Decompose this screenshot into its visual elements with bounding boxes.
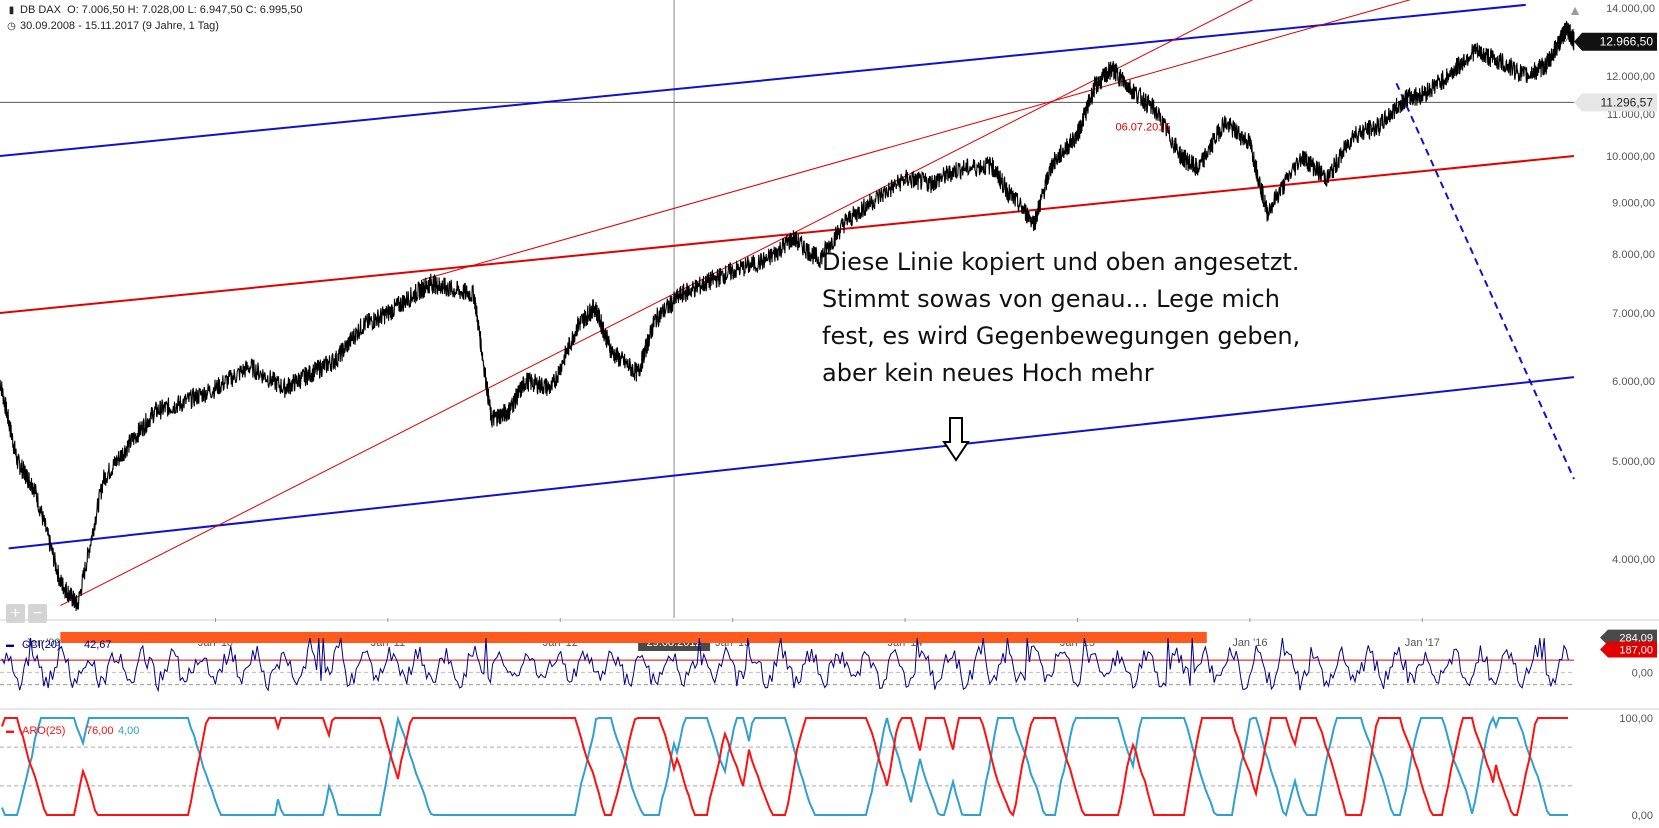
symbol-name: DB DAX [20, 4, 61, 16]
trendlines[interactable] [0, 0, 1575, 607]
price-label: 12.966,50 [1574, 32, 1657, 51]
zoom-out-button[interactable]: − [28, 604, 47, 623]
trendline-red [422, 0, 1412, 281]
cci-line [1, 637, 1569, 693]
price-series [0, 20, 1575, 611]
price-label-text: 12.966,50 [1600, 35, 1654, 49]
y-tick-label: 4.000,00 [1612, 554, 1655, 566]
cci-highlight-band [60, 632, 1207, 643]
y-tick-label: 9.000,00 [1612, 197, 1655, 209]
aroon-legend-name: ARO(25) [22, 725, 65, 737]
aroon-legend-up: 76,00 [86, 725, 114, 737]
aroon-legend-down: 4,00 [118, 725, 139, 737]
x-tick-label: Jan '09 [26, 637, 61, 649]
bar-chart-icon: ▮ [8, 5, 15, 16]
cci-value-label: 187,00 [1600, 641, 1657, 658]
y-tick-label: 6.000,00 [1612, 376, 1655, 388]
aroon-tick-label: 100,00 [1619, 713, 1653, 725]
trendline-red [60, 0, 1254, 607]
y-tick-label: 14.000,00 [1606, 3, 1655, 15]
aroon-up-line [1, 717, 1568, 818]
y-tick-label: 5.000,00 [1612, 456, 1655, 468]
price-line [0, 20, 1575, 611]
y-tick-label: 7.000,00 [1612, 308, 1655, 320]
chart-header: ▮ DB DAX O: 7.006,50 H: 7.028,00 L: 6.947… [6, 4, 303, 16]
price-label-text: 11.296,57 [1601, 95, 1654, 109]
trendline-red [0, 155, 1575, 314]
annotation-text: Diese Linie kopiert und oben angesetzt. … [822, 244, 1342, 392]
y-tick-label: 8.000,00 [1612, 249, 1655, 261]
annotation-line: aber kein neues Hoch mehr [822, 359, 1154, 387]
aroon-panel: ▬ ARO(25) 76,00 4,00 100,00 0,00 [0, 713, 1653, 822]
zoom-controls: + − [6, 604, 50, 623]
clock-icon: ◷ [7, 21, 16, 32]
trendline-blue [1395, 82, 1575, 480]
cci-legend-value: 42,67 [84, 639, 112, 651]
price-label: 11.296,57 [1574, 93, 1657, 112]
annotation-marks: 06.07.2015 [942, 121, 1171, 462]
annotation-line: Diese Linie kopiert und oben angesetzt. [822, 248, 1300, 276]
down-arrow-icon [942, 417, 970, 462]
x-tick-label: Jan '17 [1405, 637, 1440, 649]
trendline-blue [8, 376, 1575, 550]
cci-legend-icon: ▬ [6, 640, 14, 649]
grid [0, 0, 1659, 710]
price-label-box [1574, 32, 1657, 51]
x-tick-label: Jan '16 [1232, 637, 1267, 649]
annotation-line: Stimmt sowas von genau... Lege mich [822, 285, 1280, 313]
aroon-down-line [1, 715, 1568, 818]
ohlc-values: O: 7.006,50 H: 7.028,00 L: 6.947,50 C: 6… [67, 4, 303, 16]
y-tick-label: 12.000,00 [1606, 71, 1655, 83]
trendline-blue [0, 3, 1526, 158]
y-tick-label: 10.000,00 [1606, 151, 1655, 163]
cci-legend-name: CCI(20) [22, 639, 61, 651]
date-range: 30.09.2008 - 15.11.2017 (9 Jahre, 1 Tag) [20, 20, 219, 32]
aroon-tick-label: 0,00 [1632, 810, 1653, 822]
annotation-date-label: 06.07.2015 [1115, 121, 1170, 133]
cci-tick-label: 0,00 [1632, 667, 1653, 679]
expand-icon[interactable]: ▲ [1568, 2, 1582, 18]
chart-range: ◷ 30.09.2008 - 15.11.2017 (9 Jahre, 1 Tag… [6, 20, 219, 32]
cci-value-box [1600, 641, 1657, 658]
price-label-box [1574, 93, 1657, 112]
cci-value-text: 187,00 [1619, 645, 1653, 657]
annotation-line: fest, es wird Gegenbewegungen geben, [822, 322, 1301, 350]
y-tick-label: 11.000,00 [1607, 109, 1655, 121]
zoom-in-button[interactable]: + [6, 604, 25, 623]
aroon-legend-icon: ▬ [6, 726, 14, 735]
